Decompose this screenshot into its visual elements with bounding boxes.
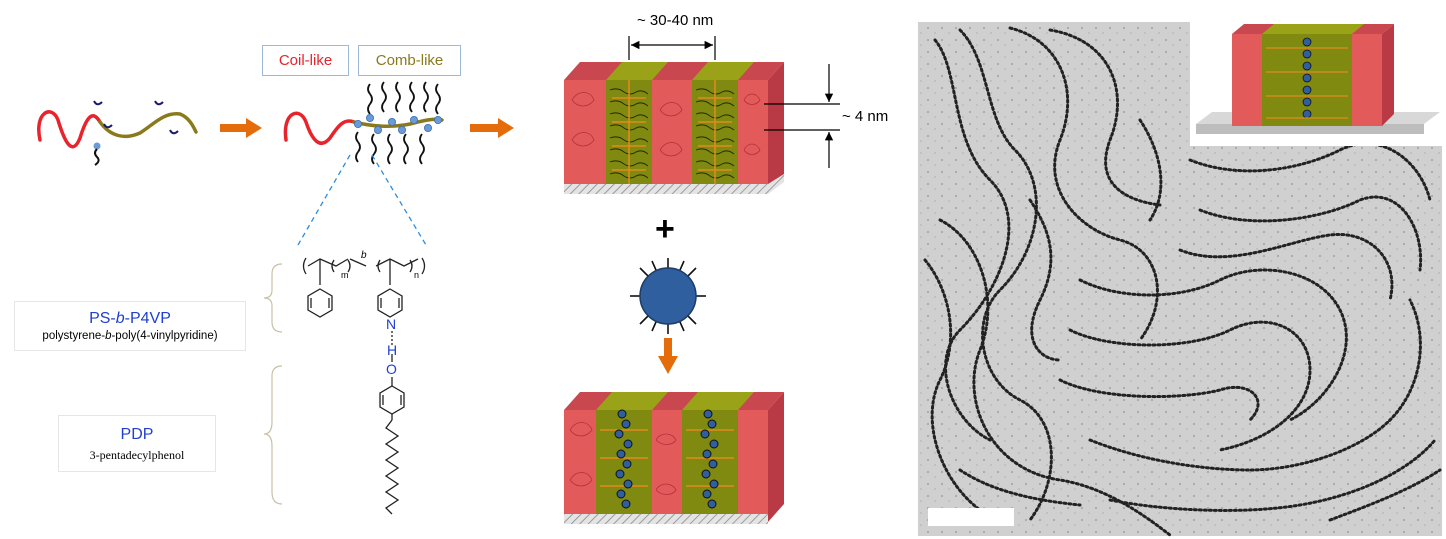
ps-sub-post: -poly(4-vinylpyridine) <box>111 330 218 342</box>
period-dimension <box>628 36 716 60</box>
subscript-n: n <box>414 270 420 280</box>
comb-like-label: Comb-like <box>358 45 461 76</box>
lamellar-film-with-nanoparticles <box>564 392 784 524</box>
ps-title-b: b <box>115 310 125 327</box>
brace-pdp <box>263 365 283 505</box>
dashed-zoom-lines <box>297 154 427 246</box>
period-label: ~ 30-40 nm <box>637 12 714 29</box>
pdp-title: PDP <box>120 426 154 443</box>
brace-ps <box>263 263 283 333</box>
process-arrow-down <box>658 338 678 374</box>
coil-like-label: Coil-like <box>262 45 349 76</box>
ps-title-pre: PS- <box>89 310 116 327</box>
ps-p4vp-title: PS-b-P4VP <box>15 310 245 328</box>
pdp-subtitle: 3-pentadecylphenol <box>89 448 185 462</box>
thickness-label: ~ 4 nm <box>842 108 889 125</box>
thickness-dimension <box>764 64 840 168</box>
comb-like-complex <box>283 81 444 165</box>
process-arrow-2 <box>470 118 514 138</box>
lamellar-film <box>564 62 784 194</box>
ps-title-post: -P4VP <box>124 310 171 327</box>
free-block-copolymer <box>37 100 198 166</box>
plus-sign: + <box>655 210 675 248</box>
ps-p4vp-box: PS-b-P4VP polystyrene-b-poly(4-vinylpyri… <box>14 301 246 351</box>
atom-n: N <box>386 316 397 332</box>
ps-p4vp-subtitle: polystyrene-b-poly(4-vinylpyridine) <box>15 330 245 342</box>
block-b: b <box>361 250 367 261</box>
scale-bar <box>928 508 1014 526</box>
ps-sub-b: b <box>105 330 112 342</box>
atom-h: H <box>387 342 398 358</box>
tem-inset-schematic <box>1190 22 1442 146</box>
subscript-m: m <box>341 270 349 280</box>
pdp-box: PDP 3-pentadecylphenol <box>58 415 216 472</box>
chemical-structure <box>302 257 426 515</box>
ps-sub-pre: polystyrene- <box>42 330 106 342</box>
atom-o: O <box>386 361 397 377</box>
process-arrow-1 <box>220 118 262 138</box>
nanoparticle <box>630 258 706 334</box>
